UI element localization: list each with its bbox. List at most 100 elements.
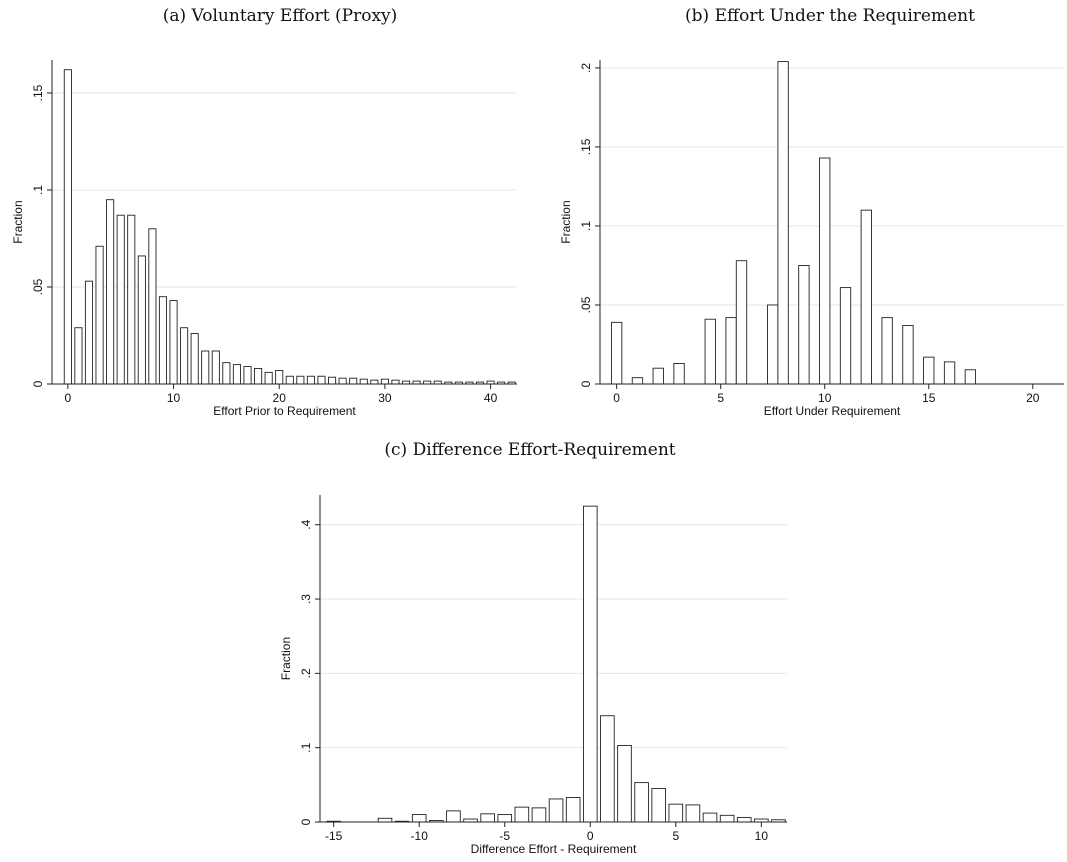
panel-b-bar [798, 265, 810, 385]
panel-c-bar [548, 798, 564, 823]
panel-a-x-axis-title: Effort Prior to Requirement [213, 404, 356, 418]
panel-b-bar [767, 304, 779, 385]
panel-b-x-tick-label: 20 [1026, 391, 1040, 405]
panel-a-bar [285, 375, 294, 385]
panel-c-bar [582, 505, 598, 823]
panel-a-bar [95, 245, 104, 385]
panel-a-bar [296, 375, 305, 385]
panel-a-bar [84, 280, 94, 385]
panel-c-y-tick-label: .2 [299, 668, 313, 678]
panel-a-bar [211, 350, 220, 385]
panel-a-bar [116, 214, 125, 385]
panel-a-x-tick-label: 30 [378, 391, 392, 405]
panel-a-bar [158, 296, 168, 385]
panel-a-bar [338, 377, 347, 385]
panel-c-bar [651, 788, 666, 823]
panel-c-y-tick-label: .4 [299, 519, 313, 529]
panel-c-bar [617, 745, 632, 823]
panel-a-bar [180, 327, 189, 385]
panel-c-bar [719, 814, 735, 823]
panel-b-y-axis-title: Fraction [559, 200, 573, 243]
panel-c-y-tick-label: 0 [299, 818, 313, 825]
panel-b-bar [777, 61, 789, 385]
panel-c-y-tick-label: .1 [299, 742, 313, 752]
panel-b-y-tick-label: 0 [579, 380, 593, 387]
panel-b-bar [673, 363, 685, 385]
panel-a-y-tick-label: .1 [31, 185, 45, 195]
panel-c-bar [446, 810, 461, 823]
panel-a-bar [306, 375, 315, 385]
panel-c-x-tick-label: -5 [499, 829, 510, 843]
panel-b-bar [964, 369, 977, 385]
panel-a-x-tick-label: 20 [273, 391, 287, 405]
panel-a-x-tick-label: 40 [484, 391, 498, 405]
panel-b-x-tick-label: 0 [613, 391, 620, 405]
panel-b-bar [610, 321, 623, 385]
panel-b-bar [725, 317, 737, 385]
panel-a-bar [254, 368, 263, 385]
panel-a-bar [127, 214, 136, 385]
panel-b-bar [631, 377, 644, 385]
panel-b-bar [704, 318, 716, 385]
panel-b-y-tick-label: .05 [579, 296, 593, 313]
panel-c-x-tick-label: 10 [755, 829, 769, 843]
panel-c-bar [497, 814, 513, 823]
panel-a-bar [201, 350, 210, 385]
panel-c-bar [514, 806, 530, 823]
panel-a-bar [317, 375, 326, 385]
panel-c-x-tick-label: -15 [325, 829, 343, 843]
panel-a-bar [349, 377, 358, 385]
panel-b-x-tick-label: 5 [717, 391, 724, 405]
panel-a-x-tick-label: 10 [167, 391, 181, 405]
panel-c-x-tick-label: -10 [411, 829, 429, 843]
panel-a-bar [328, 376, 337, 385]
panel-c-bar [565, 797, 581, 823]
panel-a-bar [148, 228, 157, 385]
panel-b-bar [923, 356, 935, 385]
panel-a-y-tick-label: 0 [31, 380, 45, 387]
panel-c-x-tick-label: 0 [587, 829, 594, 843]
panel-a-y-tick-label: .05 [31, 278, 45, 295]
panel-a-x-tick-label: 0 [65, 391, 72, 405]
panel-a-bar [222, 362, 231, 385]
panel-a-y-axis-title: Fraction [11, 200, 25, 243]
panel-b-bar [652, 367, 664, 385]
panel-b-y-tick-label: .2 [579, 63, 593, 73]
panel-c-bar [600, 715, 615, 823]
panel-a-bar [190, 333, 199, 385]
panel-a-bar [137, 255, 146, 385]
panel-c-bar [531, 807, 547, 823]
panel-b-bar [860, 209, 872, 385]
panel-a-bar [391, 379, 400, 385]
panel-b-y-tick-label: .15 [579, 138, 593, 155]
panel-a-bar [275, 369, 284, 385]
panel-c-bar [668, 803, 684, 823]
panel-a-bar [370, 379, 379, 385]
panel-a-bar [232, 364, 241, 385]
panel-c-x-axis-title: Difference Effort - Requirement [471, 842, 637, 856]
panel-a-bar [264, 371, 273, 385]
panel-b-bar [839, 287, 852, 385]
panel-c-bar [411, 814, 427, 823]
panel-b-x-tick-label: 15 [922, 391, 936, 405]
panel-a-bar [359, 378, 368, 385]
panel-c-x-tick-label: 5 [672, 829, 679, 843]
panel-b-bar [881, 317, 893, 385]
panel-c-y-tick-label: .3 [299, 594, 313, 604]
panel-b-x-axis-title: Effort Under Requirement [764, 404, 901, 418]
panel-a-bar [74, 327, 83, 385]
panel-a-title: (a) Voluntary Effort (Proxy) [162, 6, 398, 26]
panel-a-bar [243, 366, 252, 385]
panel-c-bar [736, 817, 752, 823]
panel-c-title: (c) Difference Effort-Requirement [384, 440, 676, 460]
panel-a-bar [380, 378, 389, 385]
panel-c-bar [377, 817, 393, 823]
panel-b-bar [819, 157, 831, 385]
panel-a-bar [169, 300, 178, 385]
panel-b-x-tick-label: 10 [818, 391, 832, 405]
panel-c-bar [480, 813, 495, 823]
panel-b-y-tick-label: .1 [579, 221, 593, 231]
panel-b-bar [943, 361, 956, 385]
panel-b-bar [735, 260, 748, 385]
